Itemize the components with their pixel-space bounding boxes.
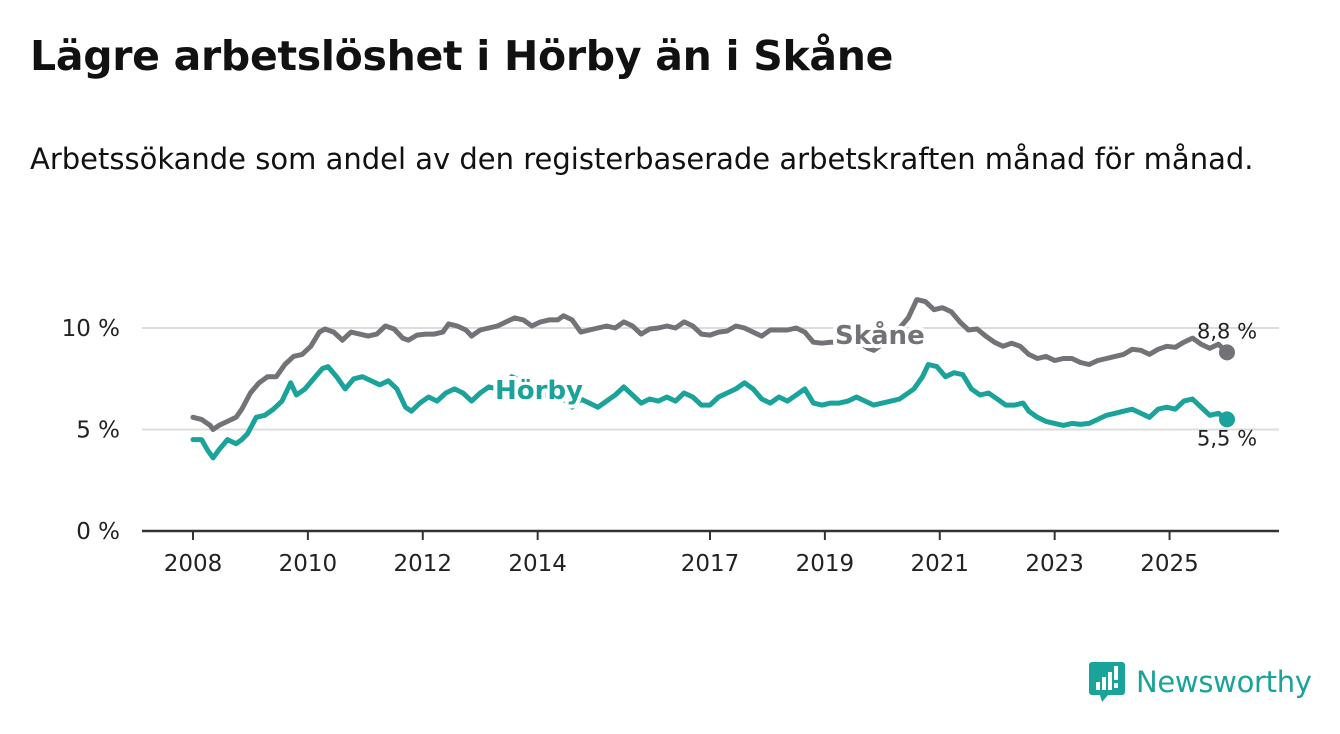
y-axis-ticks: 0 % 5 % 10 % bbox=[62, 316, 120, 545]
x-axis-ticks: 2008 2010 2012 2014 2017 2019 2021 2023 2025 bbox=[164, 531, 1199, 577]
x-tick-label: 2010 bbox=[279, 551, 338, 577]
series-lines bbox=[190, 297, 1230, 461]
newsworthy-logo-text: Newsworthy bbox=[1136, 665, 1312, 699]
x-tick-label: 2008 bbox=[164, 551, 223, 577]
x-tick-label: 2021 bbox=[911, 551, 970, 577]
horby-end-label: 5,5 % bbox=[1197, 426, 1257, 450]
skane-end-label: 8,8 % bbox=[1197, 319, 1257, 343]
chart-title: Lägre arbetslöshet i Hörby än i Skåne bbox=[30, 32, 894, 80]
horby-line bbox=[190, 362, 1230, 461]
skane-end-point bbox=[1219, 344, 1235, 361]
horby-series-label: Hörby bbox=[495, 376, 583, 406]
series-labels: 8,8 % 5,5 % Skåne Hörby bbox=[491, 315, 1257, 450]
skane-series-label: Skåne bbox=[835, 319, 925, 351]
newsworthy-logo: Newsworthy bbox=[1088, 660, 1312, 704]
x-tick-label: 2014 bbox=[508, 551, 567, 577]
chart-subtitle: Arbetssökande som andel av den registerb… bbox=[30, 142, 1254, 176]
y-tick-label: 5 % bbox=[76, 418, 120, 444]
x-tick-label: 2017 bbox=[681, 551, 740, 577]
x-tick-label: 2012 bbox=[394, 551, 453, 577]
y-tick-label: 10 % bbox=[62, 316, 120, 342]
x-tick-label: 2025 bbox=[1140, 551, 1199, 577]
skane-line bbox=[190, 297, 1230, 432]
y-tick-label: 0 % bbox=[76, 519, 120, 545]
horby-end-point bbox=[1219, 411, 1235, 428]
newsworthy-logo-icon bbox=[1089, 662, 1125, 702]
x-tick-label: 2023 bbox=[1025, 551, 1084, 577]
x-tick-label: 2019 bbox=[796, 551, 855, 577]
